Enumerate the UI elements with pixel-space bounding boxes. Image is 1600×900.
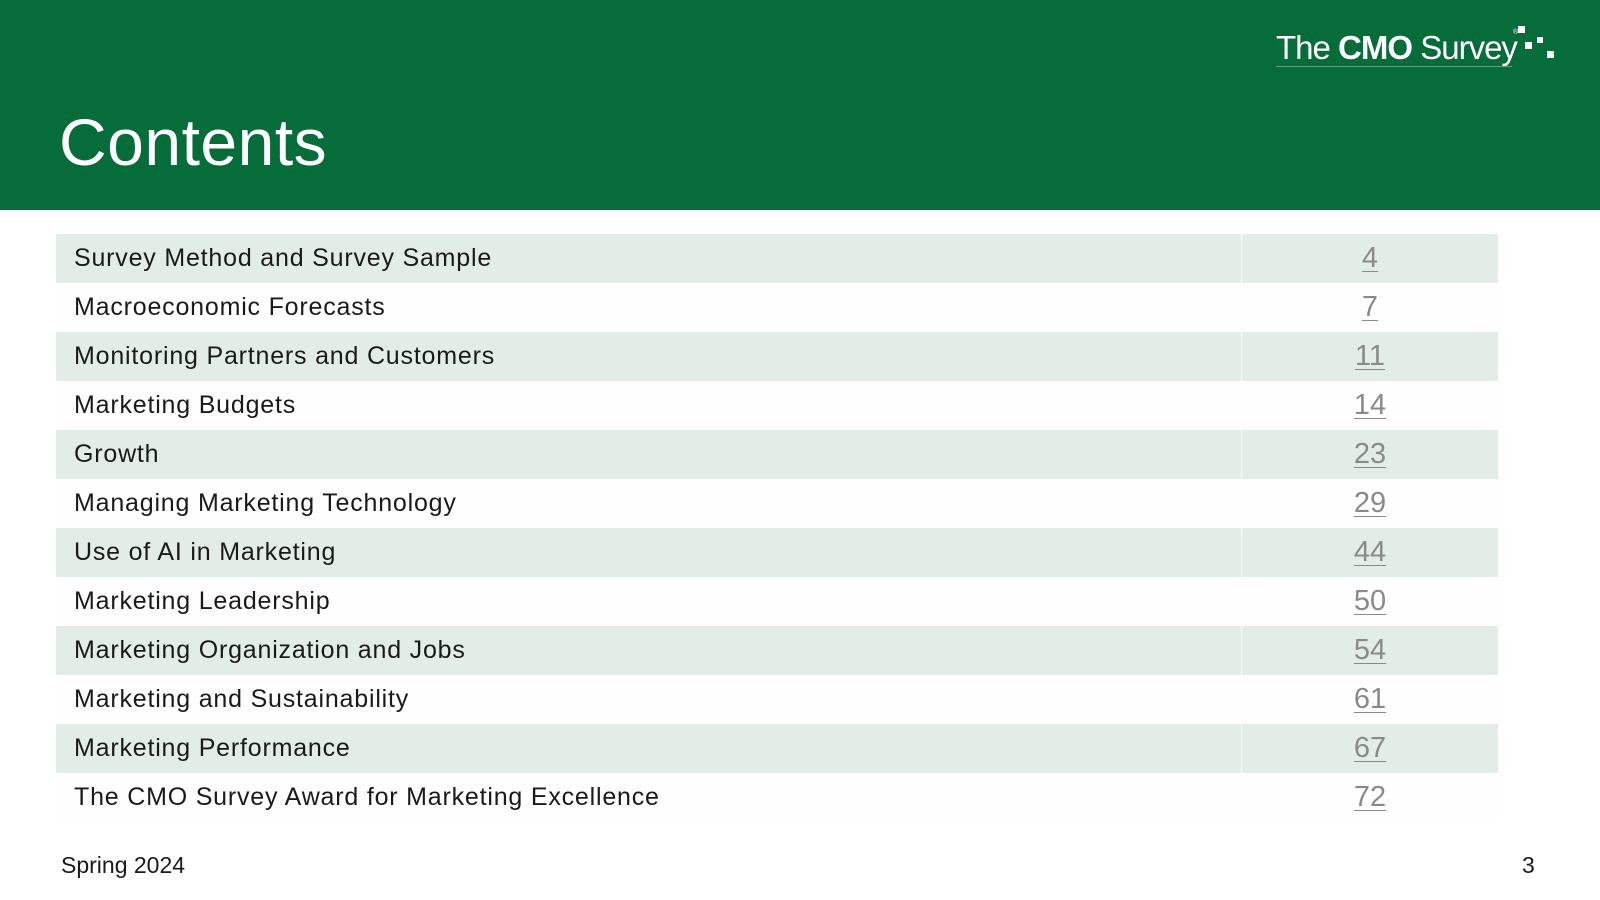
column-divider xyxy=(1241,626,1242,675)
toc-entry-title: Use of AI in Marketing xyxy=(74,538,337,566)
toc-page-link[interactable]: 11 xyxy=(1354,340,1386,372)
toc-page-link[interactable]: 7 xyxy=(1361,291,1379,323)
toc-entry-title: Growth xyxy=(74,440,160,468)
toc-row: Macroeconomic Forecasts 7 xyxy=(56,283,1498,332)
toc-row: Use of AI in Marketing 44 xyxy=(56,528,1498,577)
header-banner: Contents The CMO Survey ® xyxy=(0,0,1600,210)
column-divider xyxy=(1241,234,1242,283)
logo-square-icon xyxy=(1537,37,1543,43)
logo-prefix: The xyxy=(1276,29,1339,66)
column-divider xyxy=(1241,332,1242,381)
column-divider xyxy=(1241,528,1242,577)
cmo-survey-logo: The CMO Survey ® xyxy=(1276,26,1576,68)
toc-entry-title: Marketing Organization and Jobs xyxy=(74,636,466,664)
toc-entry-title: Marketing and Sustainability xyxy=(74,685,410,713)
toc-row: Marketing and Sustainability 61 xyxy=(56,675,1498,724)
logo-underline xyxy=(1276,66,1512,67)
toc-row: Survey Method and Survey Sample 4 xyxy=(56,234,1498,283)
toc-entry-title: Survey Method and Survey Sample xyxy=(74,244,493,272)
column-divider xyxy=(1241,773,1242,822)
column-divider xyxy=(1241,381,1242,430)
registered-mark: ® xyxy=(1513,29,1519,36)
toc-row: Monitoring Partners and Customers 11 xyxy=(56,332,1498,381)
logo-suffix: Survey xyxy=(1412,29,1518,66)
page-title: Contents xyxy=(59,105,328,179)
table-of-contents: Survey Method and Survey Sample 4 Macroeco… xyxy=(56,234,1498,822)
toc-page-link[interactable]: 29 xyxy=(1353,487,1387,519)
toc-page-link[interactable]: 44 xyxy=(1353,536,1387,568)
toc-page-link[interactable]: 23 xyxy=(1353,438,1387,470)
toc-row: Growth 23 xyxy=(56,430,1498,479)
column-divider xyxy=(1241,479,1242,528)
toc-entry-title: Managing Marketing Technology xyxy=(74,489,457,517)
toc-page-link[interactable]: 4 xyxy=(1361,242,1379,274)
toc-entry-title: Marketing Leadership xyxy=(74,587,331,615)
toc-page-link[interactable]: 50 xyxy=(1353,585,1387,617)
toc-row: Marketing Leadership 50 xyxy=(56,577,1498,626)
toc-page-link[interactable]: 72 xyxy=(1353,781,1387,813)
toc-row: Marketing Performance 67 xyxy=(56,724,1498,773)
toc-entry-title: The CMO Survey Award for Marketing Excel… xyxy=(74,783,660,811)
toc-page-link[interactable]: 54 xyxy=(1353,634,1387,666)
toc-page-link[interactable]: 67 xyxy=(1353,732,1387,764)
toc-row: Managing Marketing Technology 29 xyxy=(56,479,1498,528)
toc-row: Marketing Organization and Jobs 54 xyxy=(56,626,1498,675)
logo-bold: CMO xyxy=(1338,29,1413,66)
toc-row: Marketing Budgets 14 xyxy=(56,381,1498,430)
column-divider xyxy=(1241,283,1242,332)
logo-square-icon xyxy=(1518,26,1525,33)
toc-row: The CMO Survey Award for Marketing Excel… xyxy=(56,773,1498,822)
toc-entry-title: Macroeconomic Forecasts xyxy=(74,293,386,321)
edition-label: Spring 2024 xyxy=(61,852,186,878)
column-divider xyxy=(1241,430,1242,479)
toc-page-link[interactable]: 61 xyxy=(1353,683,1387,715)
toc-page-link[interactable]: 14 xyxy=(1353,389,1387,421)
page-number: 3 xyxy=(1522,852,1535,878)
toc-entry-title: Monitoring Partners and Customers xyxy=(74,342,496,370)
toc-entry-title: Marketing Budgets xyxy=(74,391,297,419)
column-divider xyxy=(1241,675,1242,724)
column-divider xyxy=(1241,577,1242,626)
logo-square-icon xyxy=(1547,51,1554,58)
toc-entry-title: Marketing Performance xyxy=(74,734,351,762)
logo-square-icon xyxy=(1525,42,1532,49)
column-divider xyxy=(1241,724,1242,773)
logo-wordmark: The CMO Survey xyxy=(1276,28,1518,68)
